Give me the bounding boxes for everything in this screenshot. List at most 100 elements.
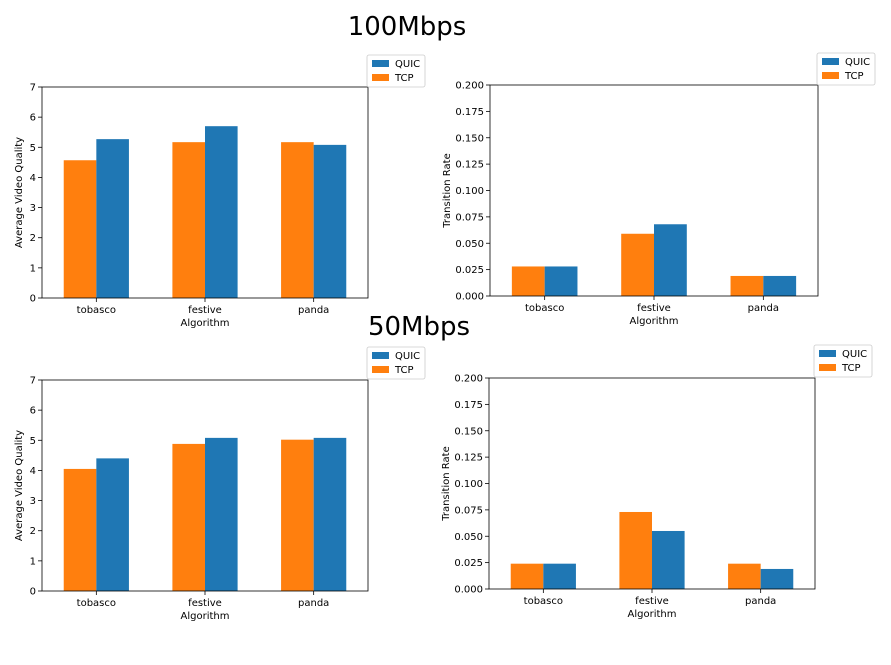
bar-quic-tobasco <box>544 266 578 296</box>
legend-label-quic: QUIC <box>842 349 867 360</box>
bar-quic-panda <box>313 437 347 591</box>
legend-swatch-quic <box>819 350 836 357</box>
y-tick-label: 0.050 <box>454 532 483 543</box>
y-tick-label: 0.200 <box>454 374 483 385</box>
x-tick-label: festive <box>637 303 671 314</box>
y-tick-label: 3 <box>30 496 36 507</box>
bar-tcp-tobasco <box>511 266 545 296</box>
legend-label-tcp: TCP <box>394 365 414 376</box>
y-tick-label: 6 <box>30 406 36 417</box>
bar-quic-festive <box>205 437 238 591</box>
y-axis-label: Average Video Quality <box>14 137 25 248</box>
section-title-50mbps: 50Mbps <box>368 312 470 342</box>
legend-swatch-tcp <box>372 366 389 373</box>
y-tick-label: 0.200 <box>455 81 484 92</box>
y-axis-label: Transition Rate <box>441 446 452 521</box>
legend: QUIC TCP <box>366 54 426 88</box>
bar-quic-festive <box>205 126 238 298</box>
x-tick-label: festive <box>188 598 222 609</box>
y-tick-label: 6 <box>30 113 36 124</box>
x-tick-label: tobasco <box>77 598 116 609</box>
y-tick-label: 0.000 <box>455 292 484 303</box>
plot-frame <box>41 86 369 299</box>
x-tick-label: panda <box>748 303 779 314</box>
y-tick-label: 5 <box>30 143 36 154</box>
bar-quic-panda <box>760 568 794 589</box>
legend: QUIC TCP <box>366 346 426 380</box>
chart-3: tobasco festive panda 0 1 2 3 4 5 6 7 Algorithm Aver… <box>14 346 426 622</box>
bar-quic-festive <box>652 530 685 589</box>
legend: QUIC TCP <box>813 344 873 378</box>
y-tick-label: 0.025 <box>455 265 484 276</box>
x-axis-label: Algorithm <box>628 609 677 620</box>
x-tick-label: tobasco <box>525 303 564 314</box>
y-axis-label: Average Video Quality <box>14 430 25 541</box>
plot-frame <box>489 84 819 297</box>
y-tick-label: 0.100 <box>454 479 483 490</box>
y-tick-label: 0.025 <box>454 558 483 569</box>
legend-swatch-tcp <box>822 72 839 79</box>
y-tick-label: 4 <box>30 466 36 477</box>
bar-quic-tobasco <box>543 563 576 589</box>
y-axis-label: Transition Rate <box>442 153 453 228</box>
legend-swatch-quic <box>372 352 389 359</box>
bar-tcp-tobasco <box>63 468 97 591</box>
legend-swatch-quic <box>372 60 389 67</box>
x-axis-label: Algorithm <box>181 318 230 329</box>
y-tick-label: 0.000 <box>454 585 483 596</box>
y-tick-label: 0.150 <box>454 426 483 437</box>
y-tick-label: 0.175 <box>454 400 483 411</box>
bar-tcp-festive <box>172 142 205 298</box>
plot-frame <box>41 379 369 592</box>
y-tick-label: 5 <box>30 436 36 447</box>
y-tick-label: 0 <box>30 587 36 598</box>
bar-tcp-festive <box>172 443 205 591</box>
chart-2: tobasco festive panda 0.000 0.025 0.050 0.075 0… <box>442 52 876 327</box>
y-tick-label: 0.075 <box>454 505 483 516</box>
legend-label-quic: QUIC <box>845 57 870 68</box>
y-tick-label: 7 <box>30 376 36 387</box>
bar-quic-panda <box>313 144 347 298</box>
bar-tcp-festive <box>621 233 654 296</box>
y-tick-label: 0.125 <box>454 453 483 464</box>
bar-tcp-panda <box>730 275 764 296</box>
y-tick-label: 4 <box>30 173 36 184</box>
y-tick-label: 0.075 <box>455 212 484 223</box>
x-tick-label: tobasco <box>524 596 563 607</box>
legend-label-quic: QUIC <box>395 59 420 70</box>
bar-tcp-panda <box>728 563 761 589</box>
bar-tcp-panda <box>281 439 314 591</box>
bar-tcp-panda <box>281 142 314 298</box>
legend-label-tcp: TCP <box>841 363 861 374</box>
bar-tcp-tobasco <box>63 160 97 298</box>
x-tick-label: panda <box>745 596 776 607</box>
y-tick-label: 1 <box>30 263 36 274</box>
legend-swatch-tcp <box>819 364 836 371</box>
bar-quic-festive <box>654 224 687 296</box>
legend-label-tcp: TCP <box>844 71 864 82</box>
y-tick-label: 0.125 <box>455 160 484 171</box>
x-tick-label: panda <box>298 598 329 609</box>
y-tick-label: 2 <box>30 233 36 244</box>
chart-group: tobasco festive panda 0 1 2 3 4 5 6 7 Algorithm Aver… <box>14 52 876 622</box>
x-axis-label: Algorithm <box>181 611 230 622</box>
y-tick-label: 0.100 <box>455 186 484 197</box>
y-tick-label: 3 <box>30 203 36 214</box>
legend-swatch-tcp <box>372 74 389 81</box>
y-tick-label: 0.150 <box>455 133 484 144</box>
x-tick-label: tobasco <box>77 305 116 316</box>
y-tick-label: 1 <box>30 556 36 567</box>
y-tick-label: 2 <box>30 526 36 537</box>
plot-frame <box>488 377 816 590</box>
x-axis-label: Algorithm <box>630 316 679 327</box>
bar-quic-panda <box>763 275 797 296</box>
y-tick-label: 0 <box>30 294 36 305</box>
bar-quic-tobasco <box>96 139 129 298</box>
legend-label-quic: QUIC <box>395 351 420 362</box>
bar-tcp-tobasco <box>510 563 544 589</box>
chart-4: tobasco festive panda 0.000 0.025 0.050 0.075 0… <box>441 344 873 620</box>
y-tick-label: 0.175 <box>455 107 484 118</box>
bar-quic-tobasco <box>96 458 129 591</box>
x-tick-label: panda <box>298 305 329 316</box>
